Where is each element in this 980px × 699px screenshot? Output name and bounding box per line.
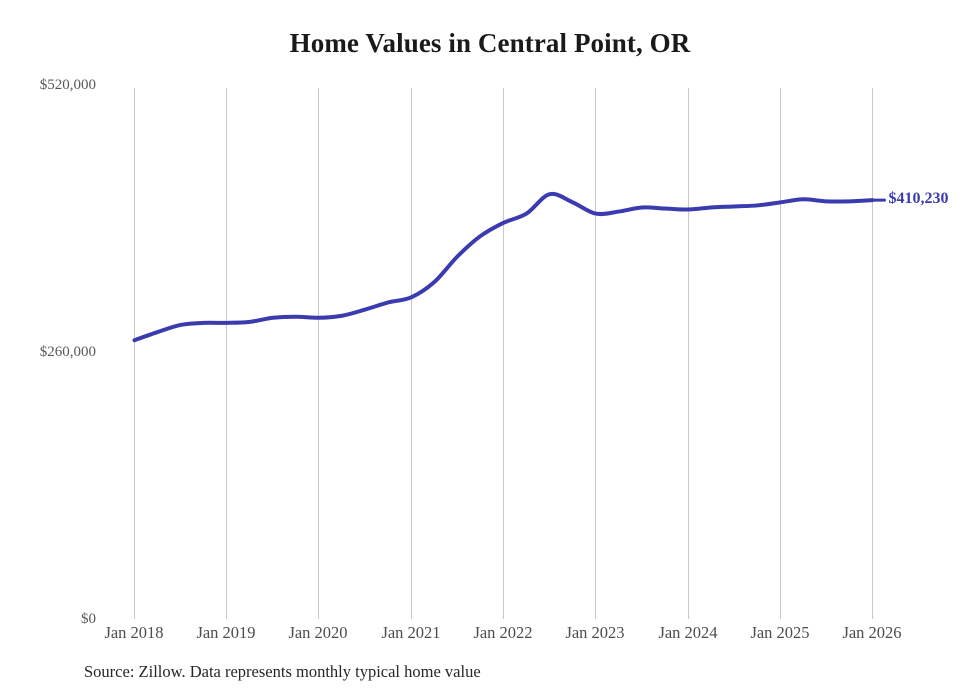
xtick-label-jan-2024: Jan 2024 (658, 623, 718, 642)
gridlines (134, 88, 873, 619)
xtick-label-jan-2025: Jan 2025 (750, 623, 810, 642)
source-note: Source: Zillow. Data represents monthly … (84, 662, 481, 681)
xtick-label-jan-2018: Jan 2018 (104, 623, 164, 642)
xtick-label-jan-2019: Jan 2019 (196, 623, 256, 642)
xtick-label-jan-2022: Jan 2022 (473, 623, 533, 642)
xtick-label-jan-2020: Jan 2020 (288, 623, 348, 642)
chart-title: Home Values in Central Point, OR (289, 28, 691, 58)
value-line-series (132, 191, 875, 343)
xtick-label-jan-2026: Jan 2026 (842, 623, 902, 642)
xtick-label-jan-2023: Jan 2023 (565, 623, 625, 642)
xtick-label-jan-2021: Jan 2021 (381, 623, 441, 642)
ytick-label-0: $0 (81, 611, 96, 627)
ytick-label-520000: $520,000 (39, 77, 96, 93)
endpoint-value-label: $410,230 (888, 190, 949, 208)
ytick-label-260000: $260,000 (39, 344, 96, 360)
